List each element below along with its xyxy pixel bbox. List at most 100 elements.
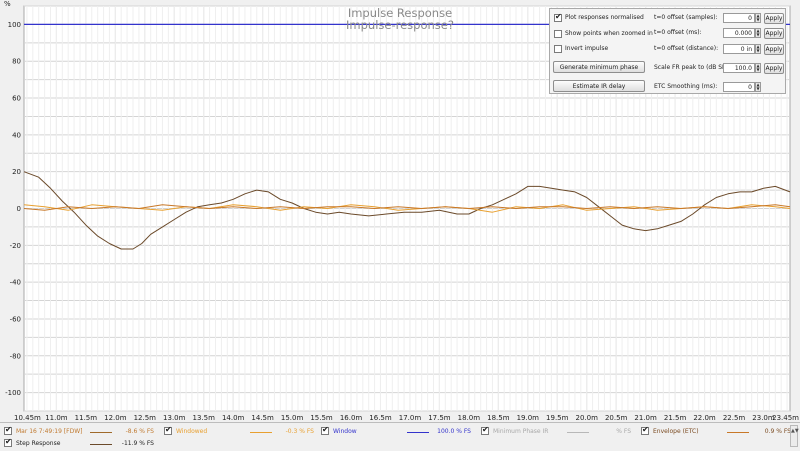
offset-distance-input[interactable]: 0 in <box>723 44 755 54</box>
legend-name: Step Response <box>16 440 61 447</box>
legend-swatch <box>250 432 272 433</box>
x-tick-label: 14.5m <box>251 414 274 422</box>
y-tick-label: 0 <box>17 205 21 213</box>
apply-offset-distance-button[interactable]: Apply <box>764 44 784 55</box>
legend-value: -0.3 % FS <box>285 428 314 435</box>
legend-value: % FS <box>616 428 631 435</box>
apply-offset-samples-button[interactable]: Apply <box>764 13 784 24</box>
legend-value: -11.9 % FS <box>121 440 154 447</box>
x-tick-label: 12.0m <box>104 414 127 422</box>
offset-ms-input[interactable]: 0.000 <box>723 28 755 38</box>
invert-impulse-label: Invert impulse <box>565 45 609 52</box>
traces-legend: Mar 16 7:49:19 [FDW] -8.6 % FS Windowed -0.… <box>0 422 800 451</box>
offset-ms-spinner[interactable]: ▲ ▼ <box>755 28 761 38</box>
x-tick-label: 22.0m <box>693 414 716 422</box>
plot-normalised-label: Plot responses normalised <box>565 14 644 21</box>
apply-scale-fr-button[interactable]: Apply <box>764 63 784 74</box>
offset-samples-input[interactable]: 0 <box>723 13 755 23</box>
legend-name: Window <box>333 428 357 435</box>
legend-item-windowed[interactable]: Windowed -0.3 % FS <box>164 425 319 436</box>
series-line-envelope-etc <box>23 204 791 211</box>
legend-value: -8.6 % FS <box>125 428 154 435</box>
legend-checkbox[interactable] <box>321 425 329 435</box>
x-tick-label: 14.0m <box>222 414 245 422</box>
x-tick-label: 13.0m <box>163 414 186 422</box>
legend-item-step-response[interactable]: Step Response -11.9 % FS <box>4 437 159 448</box>
legend-checkbox[interactable] <box>641 425 649 435</box>
y-tick-label: -100 <box>5 389 21 397</box>
legend-swatch <box>727 432 749 433</box>
legend-scroll-buttons[interactable]: ▲▼ <box>790 425 799 447</box>
y-tick-label: -40 <box>10 279 21 287</box>
scale-fr-label: Scale FR peak to (dB SPL): <box>654 64 734 71</box>
x-tick-label: 12.5m <box>134 414 157 422</box>
x-tick-label: 10.45m <box>14 414 41 422</box>
impulse-controls-panel: Plot responses normalised Show points wh… <box>549 8 786 94</box>
y-tick-label: 20 <box>12 168 21 176</box>
x-tick-label: 22.5m <box>723 414 746 422</box>
y-tick-label: 40 <box>12 131 21 139</box>
x-tick-label: 11.5m <box>75 414 98 422</box>
legend-value: 100.0 % FS <box>437 428 471 435</box>
x-tick-label: 17.0m <box>399 414 422 422</box>
apply-offset-ms-button[interactable]: Apply <box>764 28 784 39</box>
estimate-ir-delay-button[interactable]: Estimate IR delay <box>553 80 645 92</box>
x-tick-label: 21.5m <box>664 414 687 422</box>
x-tick-label: 17.5m <box>428 414 451 422</box>
show-points-checkbox[interactable] <box>554 30 562 38</box>
offset-distance-label: t=0 offset (distance): <box>654 45 719 52</box>
show-points-label: Show points when zoomed in <box>565 30 653 37</box>
legend-name: Windowed <box>176 428 208 435</box>
offset-samples-spinner[interactable]: ▲ ▼ <box>755 13 761 23</box>
x-tick-label: 16.5m <box>369 414 392 422</box>
legend-value: 0.9 % FS <box>764 428 791 435</box>
generate-minimum-phase-button[interactable]: Generate minimum phase <box>553 61 645 73</box>
x-tick-label: 15.0m <box>281 414 304 422</box>
x-tick-label: 23.45m <box>772 414 799 422</box>
x-tick-label: 16.0m <box>340 414 363 422</box>
legend-checkbox[interactable] <box>481 425 489 435</box>
legend-swatch <box>567 432 589 433</box>
legend-checkbox[interactable] <box>164 425 172 435</box>
legend-item-minimum-phase-ir[interactable]: Minimum Phase IR % FS <box>481 425 636 436</box>
legend-name: Envelope (ETC) <box>653 428 699 435</box>
y-tick-label: 60 <box>12 95 21 103</box>
legend-swatch <box>90 444 112 445</box>
scale-fr-input[interactable]: 100.0 <box>723 63 755 73</box>
x-tick-label: 20.5m <box>605 414 628 422</box>
x-tick-label: 18.5m <box>487 414 510 422</box>
x-tick-label: 18.0m <box>458 414 481 422</box>
x-tick-label: 11.0m <box>45 414 68 422</box>
etc-smoothing-spinner[interactable]: ▲ ▼ <box>755 82 761 92</box>
y-tick-label: -60 <box>10 315 21 323</box>
series-line-step-response <box>23 171 791 250</box>
y-tick-label: -20 <box>10 242 21 250</box>
offset-distance-spinner[interactable]: ▲ ▼ <box>755 44 761 54</box>
legend-checkbox[interactable] <box>4 425 12 435</box>
y-tick-label: -80 <box>10 352 21 360</box>
y-tick-label: 80 <box>12 58 21 66</box>
legend-item-mar-16-7-49-19-fdw[interactable]: Mar 16 7:49:19 [FDW] -8.6 % FS <box>4 425 159 436</box>
legend-name: Minimum Phase IR <box>493 428 549 435</box>
invert-impulse-checkbox[interactable] <box>554 45 562 53</box>
x-tick-label: 20.0m <box>576 414 599 422</box>
legend-item-envelope-etc[interactable]: Envelope (ETC) 0.9 % FS <box>641 425 796 436</box>
scale-fr-spinner[interactable]: ▲ ▼ <box>755 63 761 73</box>
legend-checkbox[interactable] <box>4 437 12 447</box>
legend-item-window[interactable]: Window 100.0 % FS <box>321 425 476 436</box>
plot-normalised-checkbox[interactable] <box>554 12 562 22</box>
offset-samples-label: t=0 offset (samples): <box>654 14 718 21</box>
x-tick-label: 23.0m <box>752 414 775 422</box>
etc-smoothing-input[interactable]: 0 <box>723 82 755 92</box>
x-tick-label: 15.5m <box>310 414 333 422</box>
series-line-windowed <box>23 204 791 213</box>
y-axis-unit-label: % <box>4 0 11 8</box>
x-tick-label: 13.5m <box>193 414 216 422</box>
x-tick-label: 19.5m <box>546 414 569 422</box>
legend-swatch <box>407 432 429 433</box>
offset-ms-label: t=0 offset (ms): <box>654 29 702 36</box>
x-tick-label: 19.0m <box>517 414 540 422</box>
x-tick-label: 21.0m <box>634 414 657 422</box>
chart-title: Impulse Response <box>348 6 452 20</box>
